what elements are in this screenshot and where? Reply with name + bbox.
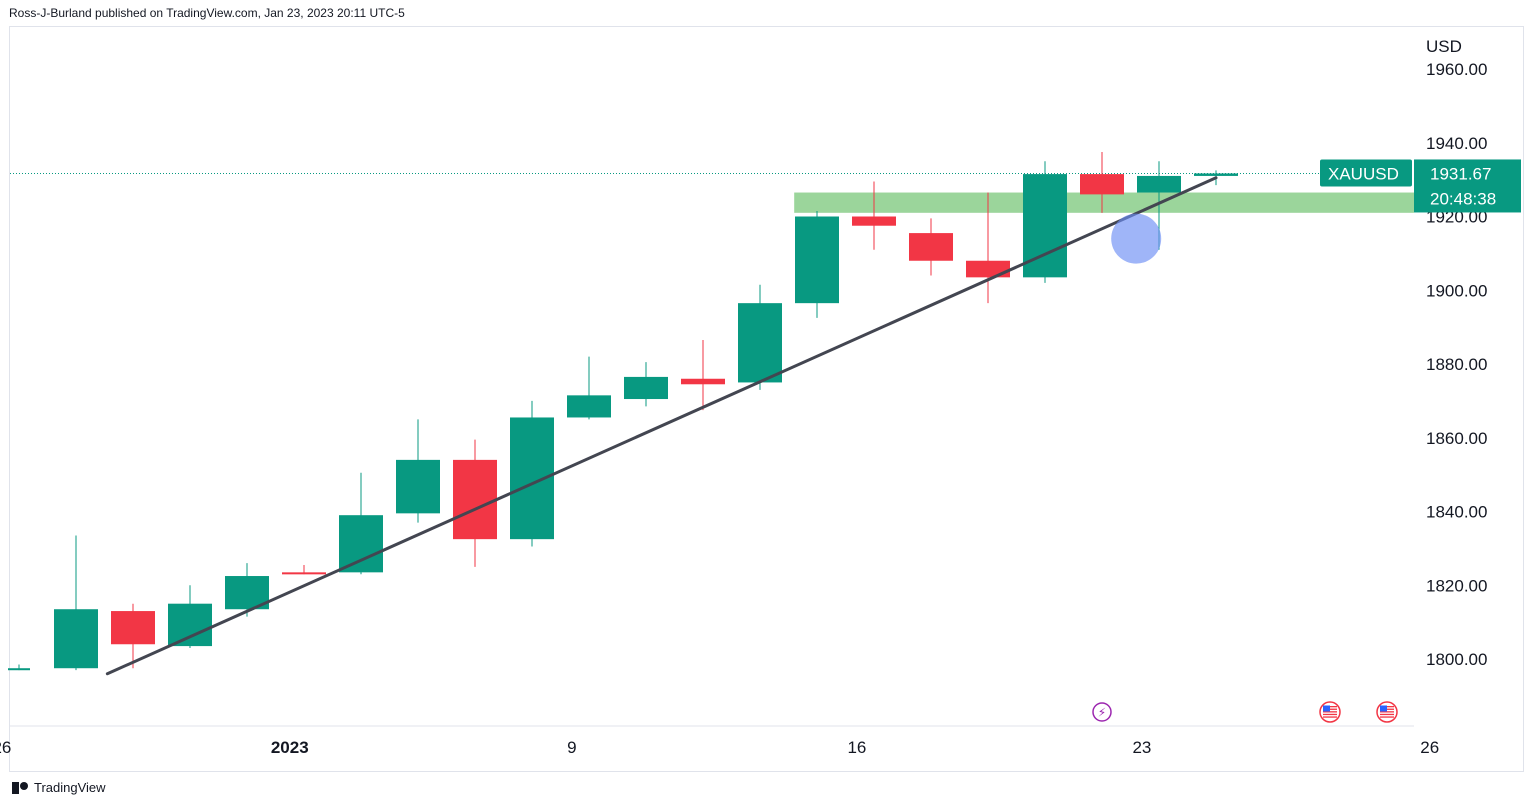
candle[interactable]: [453, 439, 497, 567]
lightning-glyph: ⚡: [1098, 706, 1106, 720]
y-tick-label: 1840.00: [1426, 503, 1487, 522]
candle-body: [852, 216, 896, 226]
flag-stripe: [1380, 716, 1394, 718]
candle-body: [795, 216, 839, 304]
y-tick-label: 1940.00: [1426, 134, 1487, 153]
x-tick-label: 2023: [271, 738, 309, 757]
candle[interactable]: [795, 210, 839, 318]
flag-canton: [1323, 705, 1330, 712]
candle[interactable]: [909, 218, 953, 276]
flag-stripe: [1323, 711, 1337, 713]
candle-body: [8, 668, 30, 671]
candle-body: [738, 303, 782, 383]
flag-stripe: [1380, 713, 1394, 716]
symbol-tag-bg: [1320, 159, 1412, 187]
flag-stripe: [1323, 713, 1337, 716]
symbol-price-tag[interactable]: XAUUSD: [1320, 159, 1412, 187]
y-tick-label: 1820.00: [1426, 576, 1487, 595]
candle[interactable]: [8, 664, 30, 671]
last-price-tag-bg: [1414, 159, 1521, 213]
candle-body: [111, 611, 155, 645]
candle[interactable]: [738, 284, 782, 390]
us-flag-event-icon[interactable]: [1376, 701, 1398, 723]
last-price-tag[interactable]: 1931.67 20:48:38: [1414, 159, 1521, 213]
candle[interactable]: [396, 419, 440, 523]
candle[interactable]: [1023, 161, 1067, 283]
support-zone-rect[interactable]: [794, 192, 1414, 213]
candle-body: [624, 376, 668, 400]
candle-body: [396, 459, 440, 514]
tradingview-logo-icon: [12, 781, 28, 794]
x-tick-label: 26: [0, 738, 11, 757]
x-tick-label: 26: [1420, 738, 1439, 757]
candle[interactable]: [111, 603, 155, 669]
flag-canton: [1380, 705, 1387, 712]
candle[interactable]: [225, 563, 269, 617]
candle-body: [1137, 175, 1181, 193]
candle-body: [1080, 174, 1124, 195]
candle-body: [54, 609, 98, 669]
candle[interactable]: [681, 340, 725, 411]
candle[interactable]: [168, 585, 212, 648]
y-tick-label: 1800.00: [1426, 650, 1487, 669]
candle[interactable]: [1080, 151, 1124, 213]
y-tick-label: 1860.00: [1426, 429, 1487, 448]
candle-body: [966, 260, 1010, 278]
candle-body: [909, 233, 953, 261]
y-tick-label: 1880.00: [1426, 355, 1487, 374]
candlestick-chart[interactable]: ⚡ USD 1960.001940.001920.001900.001880.0…: [0, 0, 1536, 775]
candle-body: [282, 572, 326, 575]
candle-body: [567, 395, 611, 418]
trendline[interactable]: [105, 176, 1218, 676]
candle-body: [339, 515, 383, 573]
footer-brand-label: TradingView: [34, 780, 106, 795]
candle[interactable]: [966, 192, 1010, 304]
candle[interactable]: [282, 564, 326, 575]
lightning-event-icon[interactable]: ⚡: [1092, 702, 1112, 722]
symbol-tag-label: XAUUSD: [1328, 164, 1399, 183]
candle-body: [168, 603, 212, 647]
y-tick-label: 1960.00: [1426, 60, 1487, 79]
us-flag-event-icon[interactable]: [1319, 701, 1341, 723]
publish-info: Ross-J-Burland published on TradingView.…: [9, 6, 405, 20]
candle[interactable]: [510, 400, 554, 547]
y-tick-label: 1900.00: [1426, 281, 1487, 300]
event-icon-ring: [1092, 702, 1112, 722]
bar-countdown: 20:48:38: [1430, 189, 1496, 208]
flag-stripe: [1323, 716, 1337, 718]
highlight-circle[interactable]: [1111, 213, 1162, 264]
candle[interactable]: [54, 535, 98, 671]
last-price-value: 1931.67: [1430, 164, 1491, 183]
candle[interactable]: [567, 356, 611, 420]
flag-stripe: [1380, 711, 1394, 713]
footer-brand[interactable]: TradingView: [12, 780, 106, 795]
currency-label: USD: [1426, 37, 1462, 56]
candle[interactable]: [624, 362, 668, 407]
chart-frame: [9, 26, 1524, 772]
candle[interactable]: [339, 472, 383, 575]
x-tick-label: 16: [847, 738, 866, 757]
x-tick-label: 9: [567, 738, 576, 757]
candle-body: [453, 459, 497, 540]
candle-body: [1194, 173, 1238, 176]
candle[interactable]: [852, 181, 896, 250]
candle-body: [681, 378, 725, 385]
x-tick-label: 23: [1132, 738, 1151, 757]
